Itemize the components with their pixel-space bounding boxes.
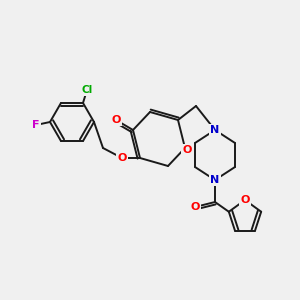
- Text: O: O: [117, 153, 127, 163]
- Text: F: F: [32, 120, 40, 130]
- Text: N: N: [210, 175, 220, 185]
- Text: O: O: [111, 115, 121, 125]
- Text: N: N: [210, 125, 220, 135]
- Text: O: O: [190, 202, 200, 212]
- Text: Cl: Cl: [81, 85, 93, 95]
- Text: O: O: [182, 145, 192, 155]
- Text: O: O: [240, 195, 250, 205]
